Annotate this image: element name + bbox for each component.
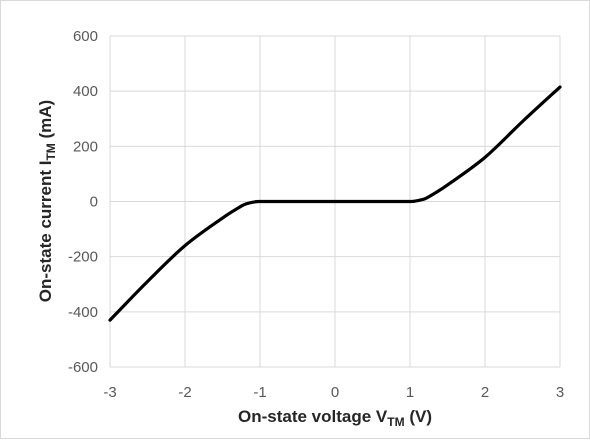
x-tick-label: 3 — [556, 384, 564, 401]
y-tick-label: 600 — [73, 28, 98, 45]
y-tick-label: 0 — [90, 194, 98, 211]
series-layer — [108, 85, 562, 322]
x-tick-label: -2 — [178, 384, 191, 401]
series-line — [108, 85, 562, 322]
y-tick-label: 200 — [73, 138, 98, 155]
x-tick-label: -3 — [103, 384, 116, 401]
x-tick-label: 1 — [406, 384, 414, 401]
y-tick-labels: -600 -400 -200 0 200 400 600 — [68, 28, 98, 376]
y-tick-label: 400 — [73, 83, 98, 100]
x-tick-label: 2 — [481, 384, 489, 401]
y-axis-title: On-state current ITM (mA) — [36, 100, 58, 302]
x-tick-label: -1 — [253, 384, 266, 401]
y-tick-label: -200 — [68, 249, 98, 266]
y-tick-label: -400 — [68, 304, 98, 321]
x-tick-label: 0 — [331, 384, 339, 401]
x-axis-title: On-state voltage VTM (V) — [238, 407, 432, 429]
x-tick-labels: -3 -2 -1 0 1 2 3 — [103, 384, 564, 401]
y-tick-label: -600 — [68, 359, 98, 376]
